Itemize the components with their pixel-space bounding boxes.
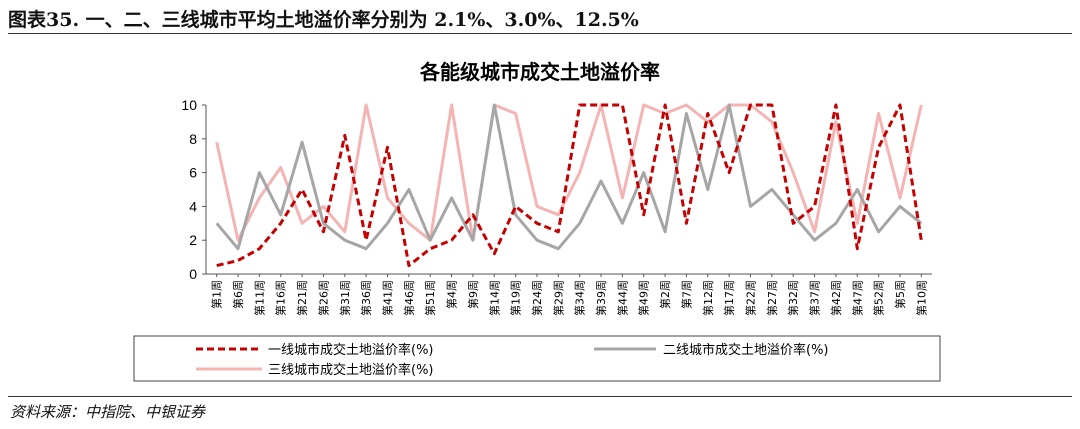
x-tick-label: 第6周 <box>231 280 245 309</box>
y-tick-label: 6 <box>189 165 197 181</box>
y-tick-label: 2 <box>189 232 197 248</box>
chart-title: 各能级城市成交土地溢价率 <box>419 60 660 84</box>
x-tick-label: 第5周 <box>893 280 907 309</box>
x-tick-label: 第27周 <box>765 280 779 316</box>
x-tick-label: 第46周 <box>402 280 416 316</box>
x-tick-label: 第21周 <box>295 280 309 316</box>
bottom-rule <box>8 396 1072 397</box>
legend: 一线城市成交土地溢价率(%) 二线城市成交土地溢价率(%) 三线城市成交土地溢价率(… <box>133 335 941 382</box>
series-line-1 <box>216 103 923 268</box>
x-tick-label: 第32周 <box>786 280 800 316</box>
source-note: 资料来源：中指院、中银证券 <box>10 403 206 421</box>
x-tick-label: 第2周 <box>658 280 672 309</box>
legend-label-1: 一线城市成交土地溢价率(%) <box>268 342 434 358</box>
y-tick-label: 4 <box>189 198 197 214</box>
x-tick-label: 第39周 <box>594 280 608 316</box>
top-rule <box>8 33 1072 34</box>
x-tick-label: 第37周 <box>808 280 822 316</box>
x-tick-label: 第14周 <box>487 280 501 316</box>
axes: 0 2 4 6 8 10 <box>181 97 932 282</box>
x-tick-label: 第22周 <box>744 280 758 316</box>
series-layer <box>215 103 923 268</box>
x-tick-label: 第10周 <box>914 280 928 316</box>
y-tick-label: 10 <box>181 97 197 113</box>
x-tick-label: 第12周 <box>701 280 715 316</box>
x-tick-label: 第51周 <box>423 280 437 316</box>
x-tick-label: 第11周 <box>252 280 266 316</box>
x-tick-label: 第4周 <box>445 280 459 309</box>
x-tick-labels: 第1周 第6周 第11周 第16周 第21周 第26周 第31周 第36周 第41周 第46周 第5… <box>210 280 929 316</box>
x-tick-label: 第16周 <box>274 280 288 316</box>
x-tick-label: 第26周 <box>316 280 330 316</box>
legend-label-3: 三线城市成交土地溢价率(%) <box>268 362 434 378</box>
x-tick-label: 第36周 <box>359 280 373 316</box>
x-tick-label: 第49周 <box>637 280 651 316</box>
x-tick-label: 第17周 <box>722 280 736 316</box>
series-line-3 <box>215 103 923 242</box>
x-tick-label: 第29周 <box>551 280 565 316</box>
legend-label-2: 二线城市成交土地溢价率(%) <box>663 342 829 358</box>
figure-title: 图表35. 一、二、三线城市平均土地溢价率分别为 2.1%、3.0%、12.5% <box>8 9 639 31</box>
x-tick-label: 第24周 <box>530 280 544 316</box>
y-tick-label: 0 <box>189 266 197 282</box>
x-tick-label: 第41周 <box>381 280 395 316</box>
x-tick-label: 第9周 <box>466 280 480 309</box>
x-tick-label: 第19周 <box>509 280 523 316</box>
x-tick-label: 第7周 <box>679 280 693 309</box>
x-tick-label: 第31周 <box>338 280 352 316</box>
x-tick-label: 第52周 <box>872 280 886 316</box>
x-tick-label: 第47周 <box>850 280 864 316</box>
x-tick-label: 第44周 <box>615 280 629 316</box>
x-tick-label: 第1周 <box>210 280 224 309</box>
x-tick-label: 第34周 <box>573 280 587 316</box>
legend-box <box>133 335 941 382</box>
y-tick-label: 8 <box>189 131 197 147</box>
x-tick-label: 第42周 <box>829 280 843 316</box>
series-line-2 <box>215 103 923 251</box>
